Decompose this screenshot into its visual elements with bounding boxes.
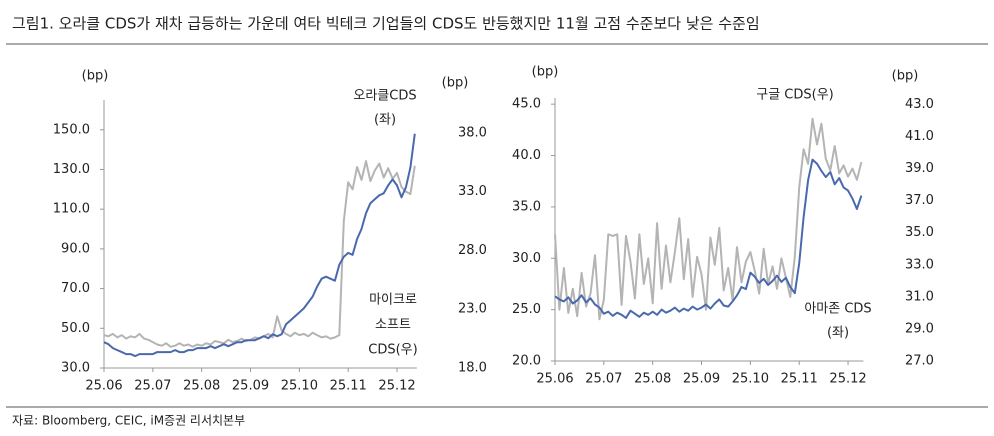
y2-tick-label: 27.0 <box>905 354 934 369</box>
y-tick-label: 90.0 <box>61 241 90 256</box>
x-tick-label: 25.10 <box>732 372 769 387</box>
y2-tick-label: 39.0 <box>905 161 934 176</box>
x-tick-label: 25.09 <box>232 379 269 394</box>
series-line <box>103 160 416 348</box>
y2-tick-label: 37.0 <box>905 193 934 208</box>
x-tick-label: 25.12 <box>378 379 415 394</box>
x-tick-label: 25.11 <box>781 372 818 387</box>
y-axis-unit: (bp) <box>82 69 109 84</box>
x-tick-label: 25.08 <box>183 379 220 394</box>
x-tick-label: 25.12 <box>829 372 866 387</box>
y-tick-label: 70.0 <box>61 281 90 296</box>
figure-title: 그림1. 오라클 CDS가 재차 급등하는 가운데 여타 빅테크 기업들의 CD… <box>12 15 760 33</box>
x-tick-label: 25.09 <box>683 372 720 387</box>
y-axis-unit: (bp) <box>532 65 559 80</box>
y2-axis-unit: (bp) <box>892 69 919 84</box>
y2-tick-label: 33.0 <box>458 184 487 199</box>
y-tick-label: 40.0 <box>512 148 541 163</box>
series-line <box>554 158 863 319</box>
y2-tick-label: 33.0 <box>905 257 934 272</box>
series-label: (좌) <box>374 113 396 128</box>
y-tick-label: 130.0 <box>53 162 90 177</box>
y-tick-label: 35.0 <box>512 199 541 214</box>
y-tick-label: 150.0 <box>53 122 90 137</box>
y2-tick-label: 28.0 <box>458 243 487 258</box>
series-label: 구글 CDS(우) <box>756 88 834 103</box>
source-note: 자료: Bloomberg, CEIC, iM증권 리서치본부 <box>12 414 245 428</box>
y2-tick-label: 29.0 <box>905 321 934 336</box>
x-tick-label: 25.11 <box>330 379 367 394</box>
y2-tick-label: 38.0 <box>458 125 487 140</box>
series-label: 오라클CDS <box>353 89 416 104</box>
y2-tick-label: 18.0 <box>458 361 487 376</box>
series-label: CDS(우) <box>368 343 417 358</box>
x-tick-label: 25.06 <box>85 379 122 394</box>
y-tick-label: 30.0 <box>61 361 90 376</box>
series-label: 아마존 CDS <box>804 302 871 317</box>
x-tick-label: 25.06 <box>536 372 573 387</box>
y-tick-label: 20.0 <box>512 354 541 369</box>
y-tick-label: 110.0 <box>53 202 90 217</box>
x-tick-label: 25.08 <box>634 372 671 387</box>
series-line <box>554 117 863 321</box>
y2-tick-label: 35.0 <box>905 225 934 240</box>
x-tick-label: 25.07 <box>134 379 171 394</box>
series-label: 마이크로 <box>369 293 417 308</box>
series-label: (좌) <box>827 326 849 341</box>
x-tick-label: 25.10 <box>281 379 318 394</box>
y2-tick-label: 41.0 <box>905 129 934 144</box>
series-label: 소프트 <box>375 318 411 333</box>
y2-axis-unit: (bp) <box>442 76 469 91</box>
y2-tick-label: 31.0 <box>905 289 934 304</box>
y-tick-label: 45.0 <box>512 97 541 112</box>
y-tick-label: 30.0 <box>512 251 541 266</box>
y2-tick-label: 43.0 <box>905 97 934 112</box>
x-tick-label: 25.07 <box>585 372 622 387</box>
series-line <box>103 133 416 358</box>
y2-tick-label: 23.0 <box>458 302 487 317</box>
y-tick-label: 25.0 <box>512 302 541 317</box>
y-tick-label: 50.0 <box>61 321 90 336</box>
